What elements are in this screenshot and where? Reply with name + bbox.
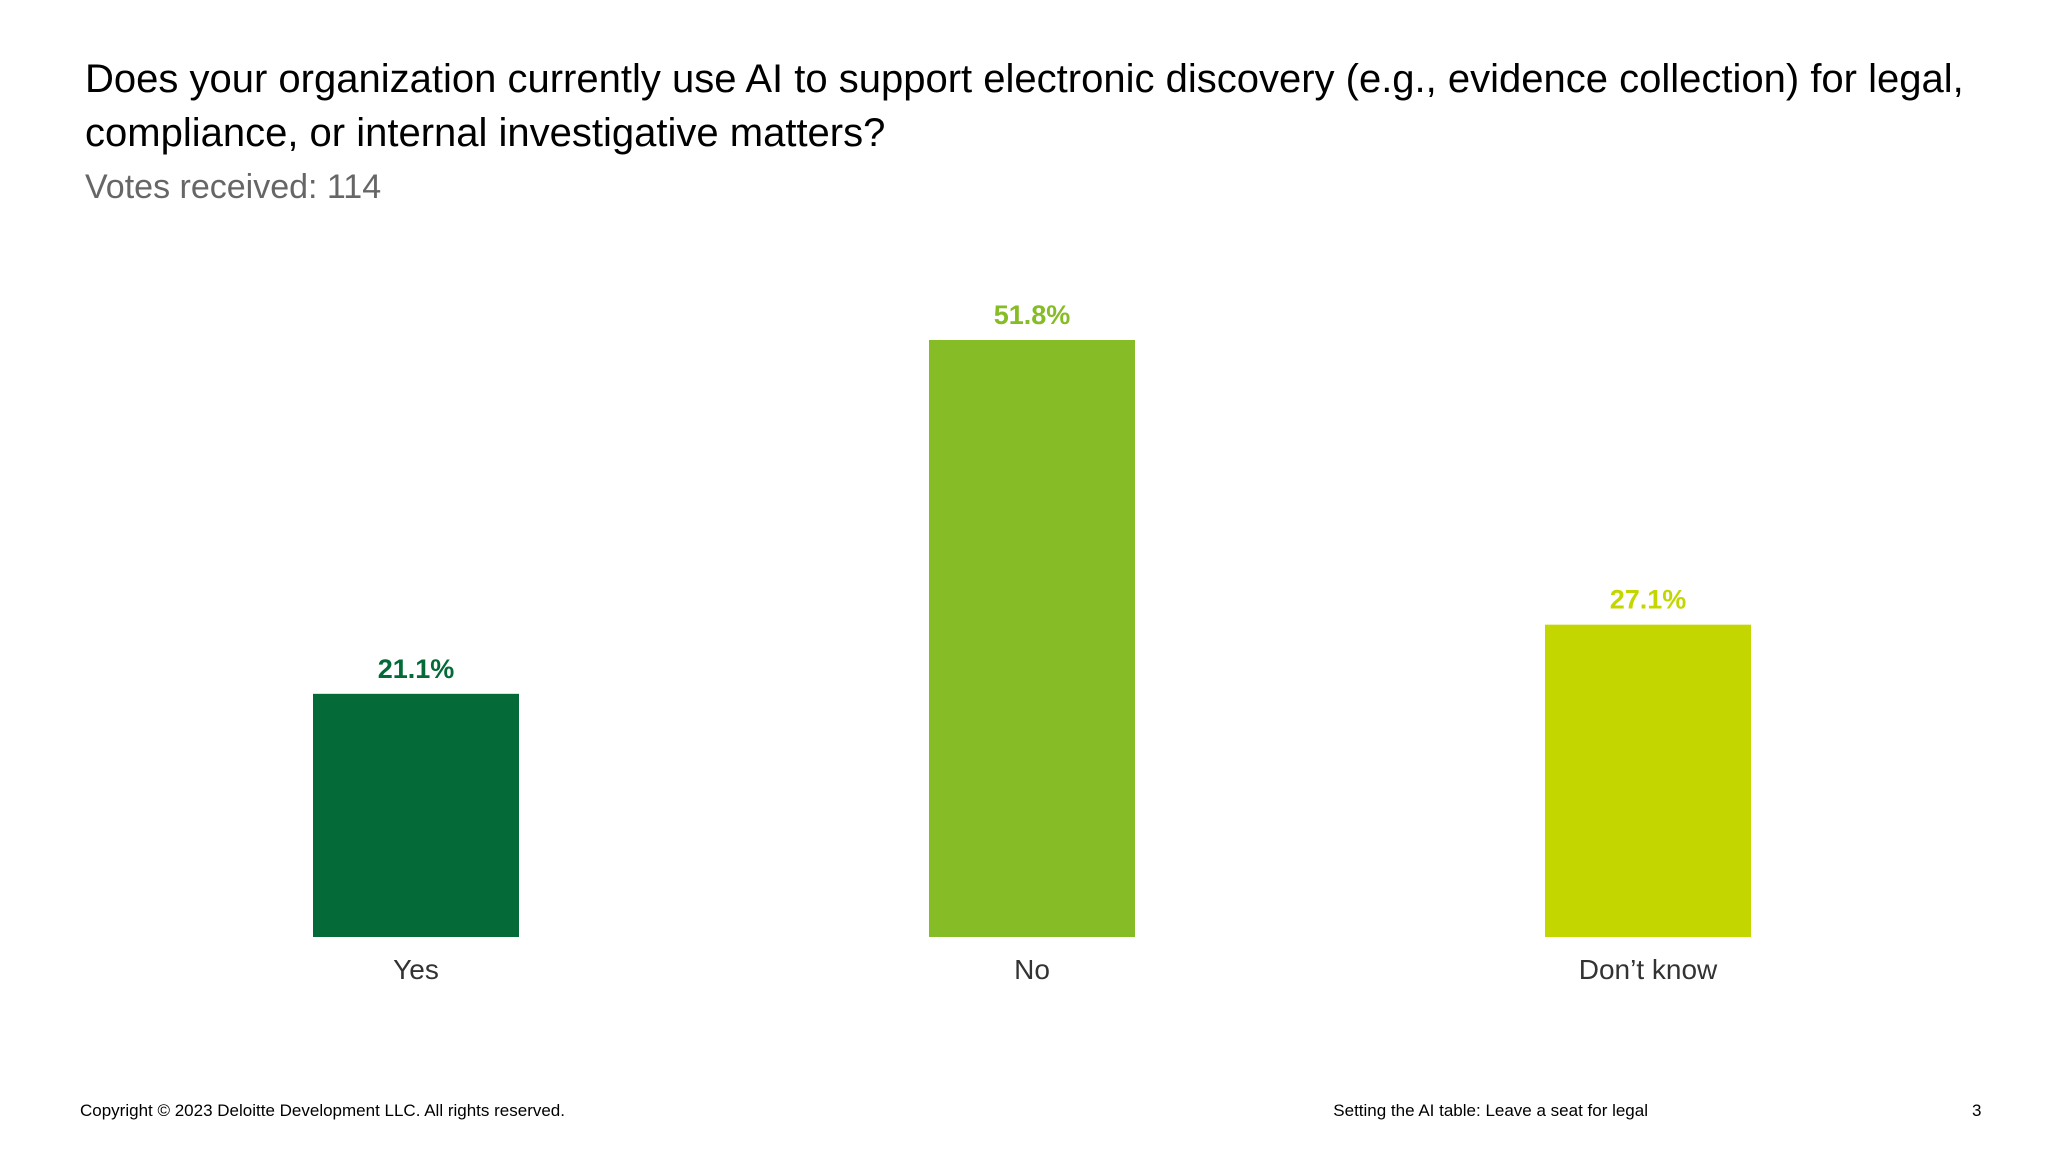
footer-presentation-title: Setting the AI table: Leave a seat for l… — [1333, 1101, 1648, 1120]
footer-copyright: Copyright © 2023 Deloitte Development LL… — [80, 1101, 565, 1120]
category-labels-layer: Yes No Don’t know — [393, 954, 1718, 985]
bar-0 — [313, 693, 519, 937]
bars-layer — [313, 340, 1751, 937]
value-label-0: 21.1% — [378, 654, 455, 684]
slide-subtitle: Votes received: 114 — [85, 168, 382, 206]
page-number: 3 — [1972, 1101, 1982, 1120]
value-labels-layer: 21.1% 51.8% 27.1% — [378, 300, 1687, 684]
category-label-0: Yes — [393, 954, 439, 985]
slide-title: Does your organization currently use AI … — [85, 57, 1964, 155]
category-label-1: No — [1014, 954, 1050, 985]
category-label-2: Don’t know — [1579, 954, 1718, 985]
bar-2 — [1545, 624, 1751, 937]
value-label-1: 51.8% — [994, 300, 1071, 330]
bar-1 — [929, 340, 1135, 937]
value-label-2: 27.1% — [1610, 585, 1687, 615]
